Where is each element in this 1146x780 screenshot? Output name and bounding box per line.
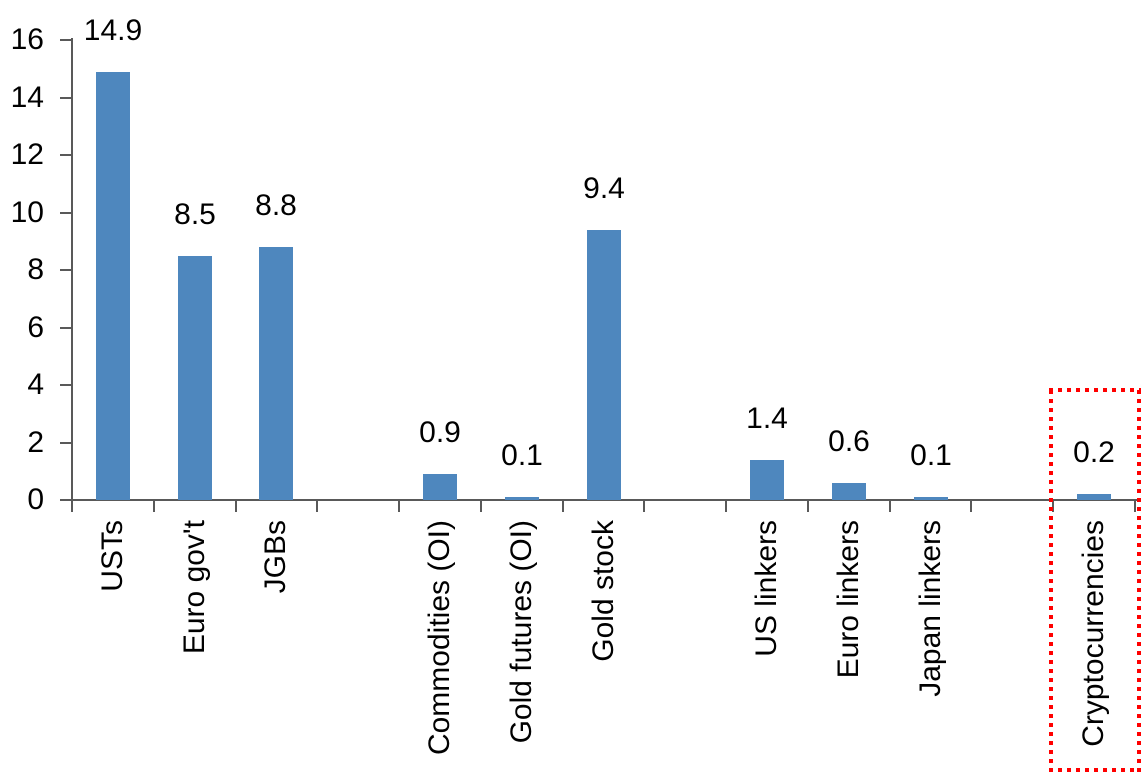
y-axis-tick xyxy=(60,499,71,501)
highlight-box xyxy=(1049,388,1141,772)
x-axis-tick xyxy=(480,501,482,512)
y-tick-label: 6 xyxy=(27,310,44,344)
value-label: 9.4 xyxy=(583,172,625,205)
y-tick-label: 4 xyxy=(27,368,44,401)
y-tick-label: 12 xyxy=(10,138,44,171)
x-axis-tick xyxy=(970,501,972,512)
x-axis-tick xyxy=(889,501,891,512)
y-tick-label: 14 xyxy=(10,80,44,114)
y-axis-tick xyxy=(60,39,71,41)
y-axis-tick xyxy=(60,326,71,329)
y-axis-tick xyxy=(60,154,71,156)
bar-euro-linkers xyxy=(832,483,866,500)
category-label: Euro linkers xyxy=(832,520,865,679)
y-axis-tick xyxy=(60,96,71,99)
x-axis-tick xyxy=(643,501,645,512)
value-label: 14.9 xyxy=(83,14,143,47)
y-axis-tick xyxy=(60,211,71,214)
category-label: Japan linkers xyxy=(914,520,947,697)
y-tick-label: 8 xyxy=(27,253,44,286)
bar-gold-futures-oi- xyxy=(505,497,539,500)
category-label: Gold futures (OI) xyxy=(505,520,538,744)
bar-us-linkers xyxy=(750,460,784,500)
x-axis-tick xyxy=(71,501,73,512)
category-label: JGBs xyxy=(259,520,292,594)
category-label: Commodities (OI) xyxy=(423,520,456,756)
bar-jgbs xyxy=(259,247,293,500)
y-tick-label: 16 xyxy=(10,23,44,56)
category-label: Euro gov't xyxy=(178,520,211,655)
value-label: 8.8 xyxy=(255,189,297,222)
x-axis-tick xyxy=(153,501,155,512)
value-label: 8.5 xyxy=(174,198,216,231)
bar-gold-stock xyxy=(587,230,621,500)
x-axis-tick xyxy=(235,501,237,512)
x-axis-tick xyxy=(316,501,318,512)
category-label: Gold stock xyxy=(587,520,620,662)
value-label: 0.1 xyxy=(501,439,543,472)
y-axis-line xyxy=(71,38,73,501)
value-label: 0.9 xyxy=(419,416,461,449)
category-label: US linkers xyxy=(750,520,783,657)
value-label: 0.6 xyxy=(828,425,870,458)
x-axis-tick xyxy=(725,501,727,512)
category-label: USTs xyxy=(96,520,129,592)
bar-commodities-oi- xyxy=(423,474,457,500)
y-tick-label: 2 xyxy=(27,425,44,459)
y-tick-label: 10 xyxy=(10,195,44,229)
bar-japan-linkers xyxy=(914,497,948,500)
x-axis-tick xyxy=(807,501,809,512)
x-axis-tick xyxy=(562,501,564,512)
y-tick-label: 0 xyxy=(27,483,44,516)
y-axis-tick xyxy=(60,441,71,444)
y-axis-tick xyxy=(60,269,71,271)
x-axis-line xyxy=(71,499,1141,501)
bar-euro-gov-t xyxy=(178,256,212,500)
bar-usts xyxy=(96,72,130,500)
value-label: 1.4 xyxy=(746,402,788,435)
y-axis-tick xyxy=(60,384,71,386)
x-axis-tick xyxy=(398,501,400,512)
value-label: 0.1 xyxy=(910,439,952,472)
